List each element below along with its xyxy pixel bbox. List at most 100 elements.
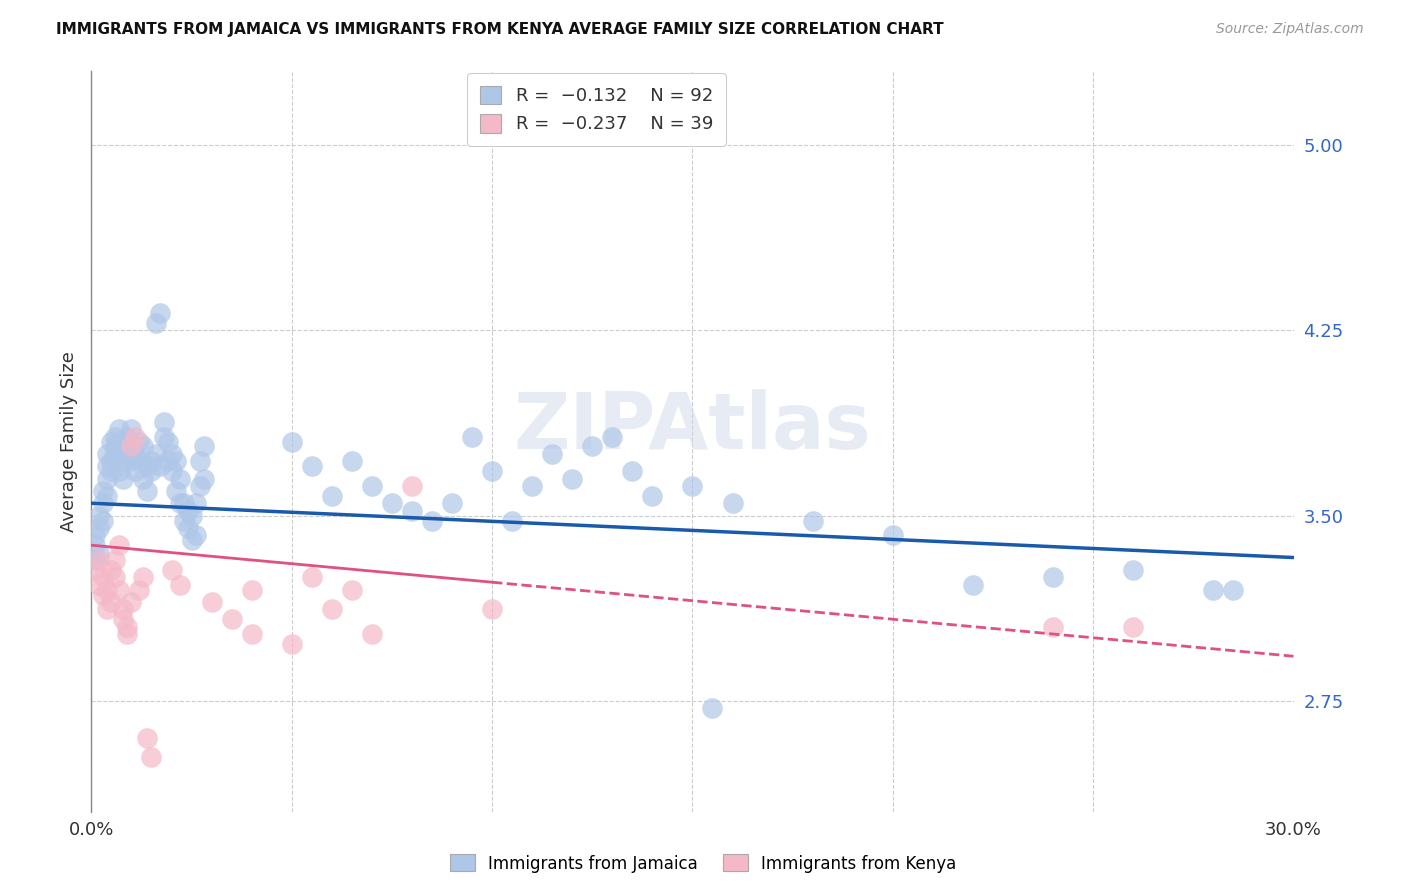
Point	[100, 434, 122, 449]
Point	[121, 595, 143, 609]
Point	[184, 496, 207, 510]
Text: IMMIGRANTS FROM JAMAICA VS IMMIGRANTS FROM KENYA AVERAGE FAMILY SIZE CORRELATION: IMMIGRANTS FROM JAMAICA VS IMMIGRANTS FR…	[56, 22, 943, 37]
Point	[132, 472, 155, 486]
Point	[180, 508, 202, 523]
Point	[621, 464, 644, 478]
Text: ZIPAtlas: ZIPAtlas	[513, 389, 872, 465]
Point	[169, 577, 191, 591]
Point	[124, 447, 146, 461]
Point	[561, 472, 583, 486]
Point	[461, 429, 484, 443]
Point	[124, 464, 146, 478]
Point	[100, 454, 122, 468]
Point	[681, 479, 703, 493]
Point	[136, 459, 159, 474]
Point	[522, 479, 544, 493]
Point	[641, 489, 664, 503]
Point	[100, 595, 122, 609]
Point	[145, 447, 167, 461]
Point	[84, 538, 107, 552]
Point	[89, 508, 111, 523]
Point	[96, 602, 118, 616]
Point	[184, 528, 207, 542]
Point	[420, 514, 443, 528]
Point	[93, 496, 115, 510]
Point	[93, 483, 115, 498]
Point	[117, 429, 139, 443]
Point	[401, 479, 423, 493]
Point	[93, 514, 115, 528]
Point	[301, 570, 323, 584]
Point	[501, 514, 523, 528]
Point	[401, 503, 423, 517]
Point	[100, 563, 122, 577]
Point	[117, 620, 139, 634]
Point	[340, 454, 363, 468]
Point	[112, 612, 135, 626]
Point	[193, 440, 215, 454]
Point	[160, 447, 183, 461]
Point	[104, 440, 127, 454]
Point	[89, 577, 111, 591]
Point	[581, 440, 603, 454]
Point	[152, 415, 174, 429]
Point	[124, 429, 146, 443]
Point	[173, 514, 195, 528]
Point	[340, 582, 363, 597]
Point	[96, 582, 118, 597]
Point	[108, 440, 131, 454]
Text: Source: ZipAtlas.com: Source: ZipAtlas.com	[1216, 22, 1364, 37]
Point	[962, 577, 984, 591]
Point	[112, 454, 135, 468]
Point	[100, 464, 122, 478]
Point	[104, 553, 127, 567]
Point	[156, 454, 179, 468]
Point	[141, 454, 163, 468]
Point	[1202, 582, 1225, 597]
Point	[84, 553, 107, 567]
Point	[89, 521, 111, 535]
Point	[188, 479, 211, 493]
Point	[156, 434, 179, 449]
Point	[112, 472, 135, 486]
Point	[132, 570, 155, 584]
Point	[89, 546, 111, 560]
Point	[1042, 620, 1064, 634]
Point	[96, 472, 118, 486]
Point	[240, 582, 263, 597]
Point	[381, 496, 404, 510]
Point	[176, 521, 198, 535]
Point	[141, 750, 163, 764]
Point	[160, 563, 183, 577]
Point	[169, 496, 191, 510]
Point	[721, 496, 744, 510]
Point	[1122, 620, 1144, 634]
Point	[93, 588, 115, 602]
Point	[121, 454, 143, 468]
Point	[1042, 570, 1064, 584]
Point	[240, 627, 263, 641]
Point	[108, 422, 131, 436]
Point	[193, 472, 215, 486]
Point	[801, 514, 824, 528]
Point	[481, 602, 503, 616]
Point	[136, 731, 159, 745]
Legend: R =  −0.132    N = 92, R =  −0.237    N = 39: R = −0.132 N = 92, R = −0.237 N = 39	[467, 73, 725, 146]
Point	[112, 434, 135, 449]
Point	[360, 479, 382, 493]
Point	[136, 483, 159, 498]
Point	[128, 582, 150, 597]
Point	[221, 612, 243, 626]
Point	[112, 602, 135, 616]
Point	[108, 538, 131, 552]
Point	[128, 434, 150, 449]
Point	[173, 496, 195, 510]
Point	[176, 503, 198, 517]
Point	[132, 440, 155, 454]
Point	[117, 627, 139, 641]
Point	[104, 447, 127, 461]
Point	[108, 582, 131, 597]
Point	[121, 440, 143, 454]
Point	[165, 483, 187, 498]
Point	[96, 489, 118, 503]
